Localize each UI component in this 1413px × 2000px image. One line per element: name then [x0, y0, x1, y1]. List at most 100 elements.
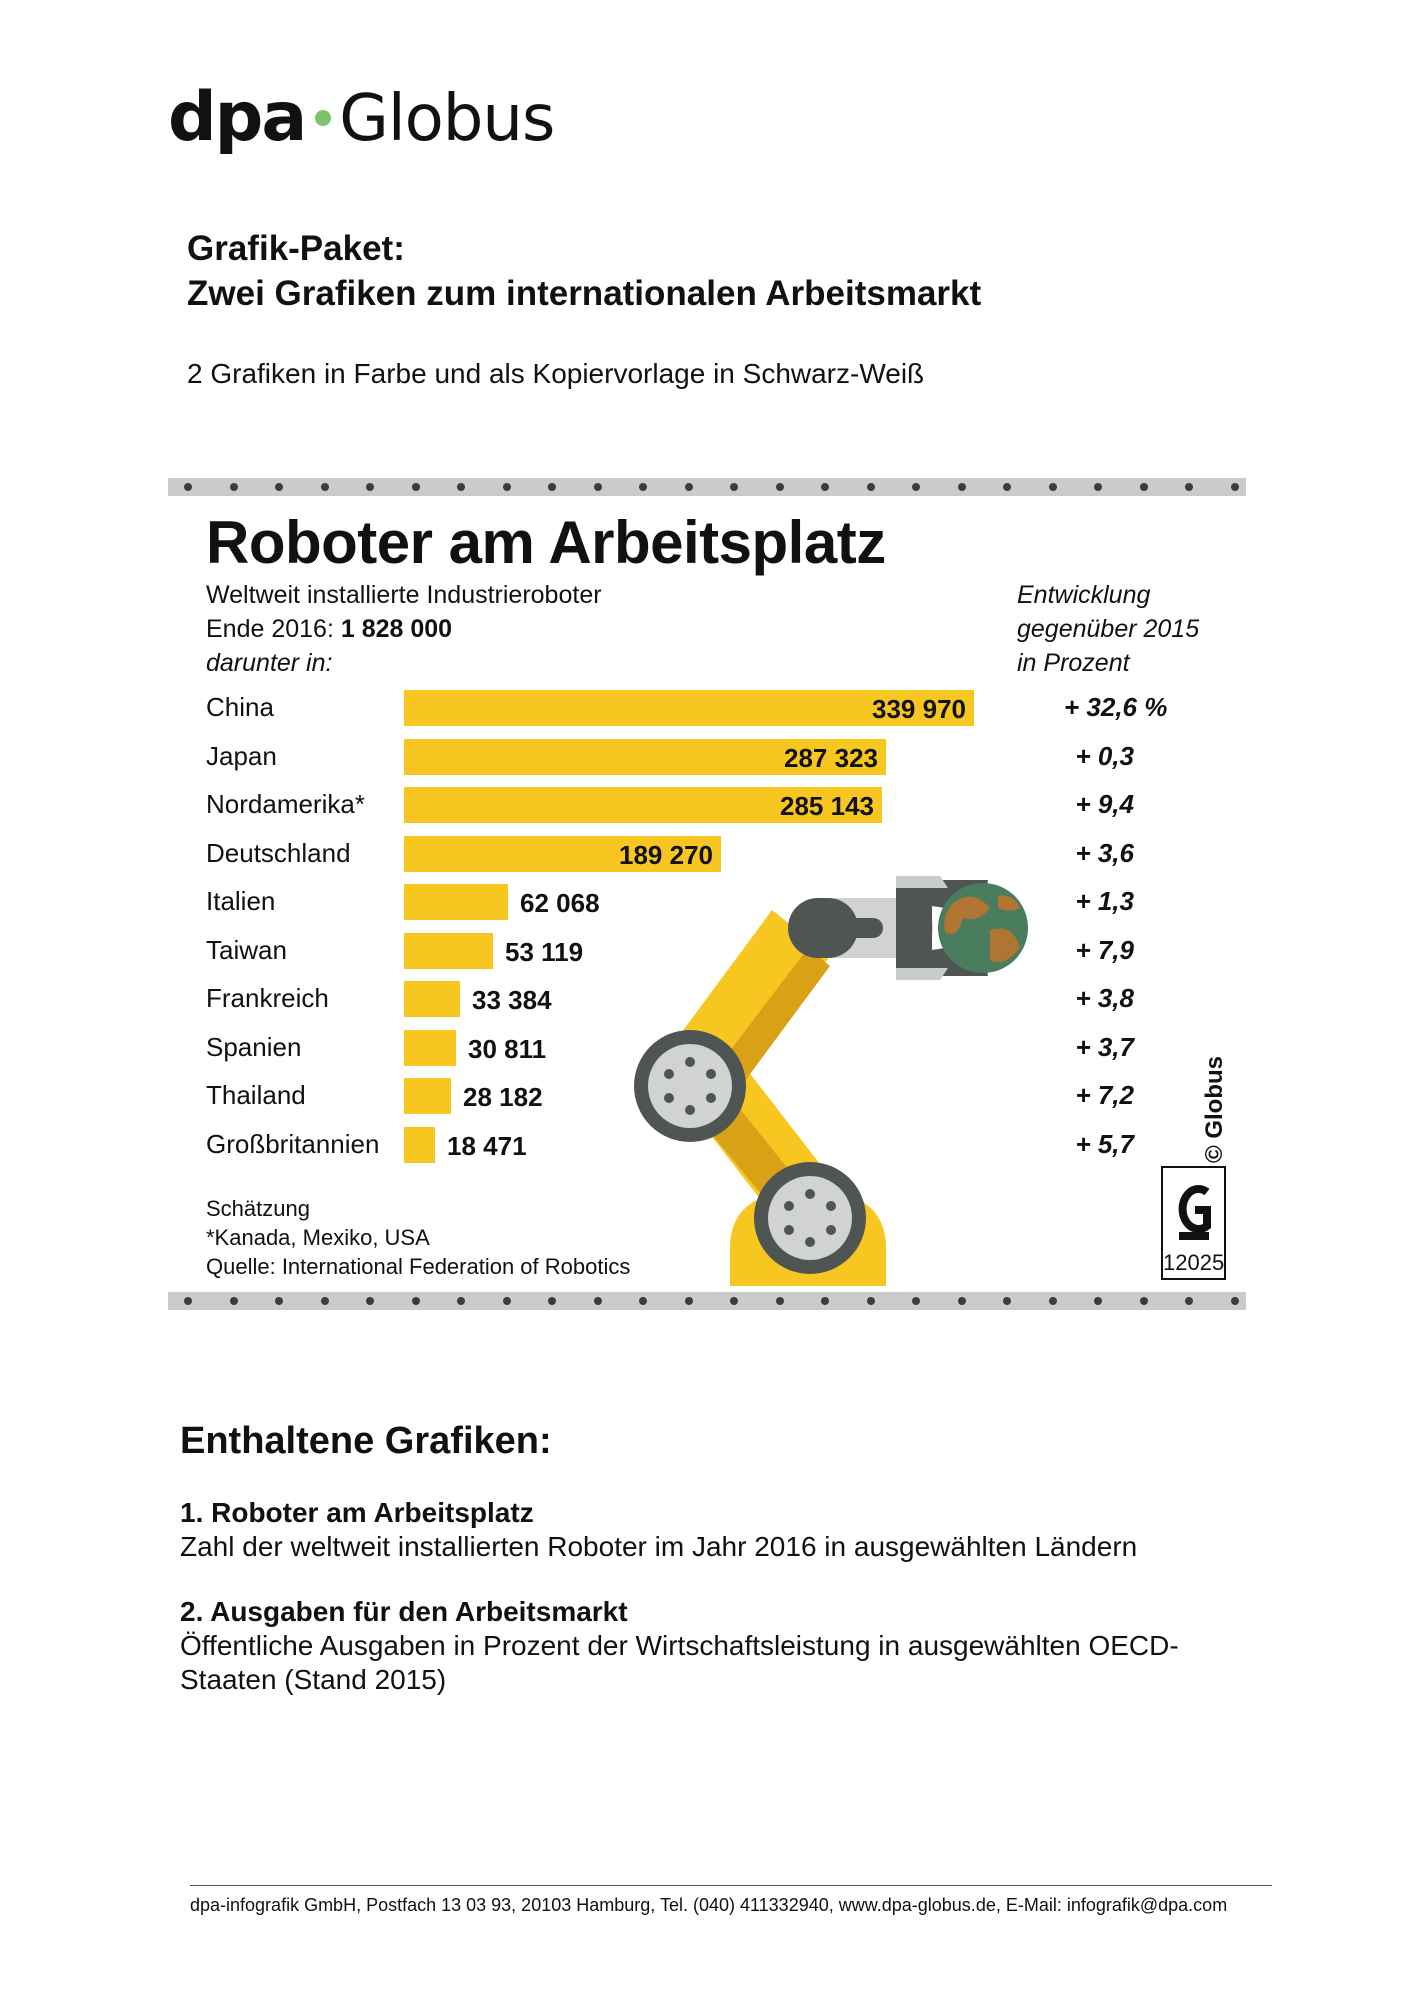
note-source: Quelle: International Federation of Robo… [206, 1254, 631, 1279]
contents-heading: Enthaltene Grafiken: [180, 1420, 552, 1462]
change-value: + 3,8 [1075, 983, 1134, 1013]
rail-dot [1185, 1297, 1193, 1305]
category-label: Großbritannien [206, 1128, 380, 1159]
bar [404, 1029, 456, 1066]
rail-dot [957, 1297, 966, 1305]
bar [404, 932, 493, 969]
graphic-number: 12025 [1163, 1250, 1225, 1275]
category-label: Frankreich [206, 983, 329, 1013]
bar-value-label: 62 068 [520, 888, 600, 918]
rail-dot [502, 483, 511, 491]
package-title-line1: Grafik-Paket: [187, 229, 405, 268]
item2-title: 2. Ausgaben für den Arbeitsmarkt [180, 1596, 628, 1627]
rail-dot [457, 483, 465, 491]
bar [404, 884, 508, 920]
robot-arm-illustration [634, 876, 1028, 1286]
change-header-line1: Entwicklung [1017, 581, 1151, 609]
change-value: + 5,7 [1075, 1128, 1134, 1159]
rail-dot [1048, 483, 1057, 491]
package-title: Grafik-Paket: Zwei Grafiken zum internat… [187, 226, 981, 316]
category-label: Nordamerika* [206, 789, 365, 819]
infographic-roboter: Roboter am Arbeitsplatz Weltweit install… [168, 478, 1246, 1310]
change-header-line3: in Prozent [1017, 649, 1130, 677]
rail-dot [1003, 1297, 1011, 1305]
total-prefix: Ende 2016: [206, 615, 341, 643]
bar-value-label: 287 323 [784, 742, 878, 773]
graphic-title: Roboter am Arbeitsplatz [206, 509, 886, 576]
rail-dot [366, 1297, 374, 1305]
category-label: Thailand [206, 1080, 306, 1110]
copyright-globus: © Globus [1201, 1055, 1228, 1163]
rail-dot [1230, 483, 1239, 491]
package-subtitle: 2 Grafiken in Farbe und als Kopiervorlag… [187, 358, 925, 389]
graphic-subtitle-line1: Weltweit installierte Industrieroboter [206, 581, 602, 609]
bar [404, 787, 882, 823]
rail-dot [320, 1297, 329, 1305]
rail-dot [1139, 483, 1148, 491]
change-value: + 3,6 [1075, 837, 1134, 868]
bar-value-label: 189 270 [619, 839, 713, 870]
rail-dot [1048, 1297, 1057, 1305]
note-footnote: *Kanada, Mexiko, USA [206, 1225, 430, 1250]
globus-g-icon [1178, 1185, 1211, 1240]
bar [404, 738, 886, 775]
item1-title: 1. Roboter am Arbeitsplatz [180, 1497, 534, 1528]
bar-value-label: 33 384 [472, 985, 552, 1015]
change-value: + 9,4 [1075, 789, 1134, 819]
rail-dot [593, 1297, 602, 1305]
rail-dot [411, 483, 420, 491]
logo-dpa-text: dpa [168, 78, 307, 157]
bar [404, 1078, 451, 1114]
rail-dot [866, 1297, 875, 1305]
rail-dot [366, 483, 374, 491]
rail-dot [593, 483, 602, 491]
rail-dot [866, 483, 875, 491]
rail-dot [912, 483, 920, 491]
package-title-line2: Zwei Grafiken zum internationalen Arbeit… [187, 274, 982, 313]
rail-dot [684, 1297, 693, 1305]
rail-dot [184, 483, 192, 491]
graphic-subtitle: Weltweit installierte Industrieroboter E… [206, 578, 602, 680]
rail-dot [1139, 1297, 1148, 1305]
footer-divider [190, 1885, 1272, 1886]
change-value: + 3,7 [1075, 1031, 1134, 1062]
total-value: 1 828 000 [340, 615, 453, 643]
graphic-notes: Schätzung *Kanada, Mexiko, USA Quelle: I… [206, 1194, 630, 1281]
footer-contact: dpa-infografik GmbH, Postfach 13 03 93, … [190, 1895, 1228, 1915]
rail-dot [957, 483, 966, 491]
change-value: + 32,6 % [1064, 692, 1168, 722]
item2-description: Öffentliche Ausgaben in Prozent der Wirt… [180, 1630, 1179, 1695]
graphic-subtitle-line2: Ende 2016: 1 828 000 [206, 612, 602, 646]
rail-dot [502, 1297, 511, 1305]
rail-dot [1230, 1297, 1239, 1305]
rail-dot [730, 1297, 738, 1305]
rail-dot [639, 483, 647, 491]
category-label: Japan [206, 740, 277, 771]
bottom-rail [168, 1292, 1246, 1310]
rail-dot [1094, 1297, 1102, 1305]
bar [404, 690, 974, 726]
category-label: Taiwan [206, 934, 287, 965]
rail-dot [775, 1297, 784, 1305]
rail-dot [730, 483, 738, 491]
rail-dot [684, 483, 693, 491]
change-column-header: Entwicklung gegenüber 2015 in Prozent [1017, 578, 1199, 680]
bar [404, 835, 721, 872]
category-label: Italien [206, 886, 276, 916]
rail-dot [548, 1297, 556, 1305]
bar-value-label: 18 471 [447, 1130, 527, 1161]
rail-dot [821, 483, 829, 491]
bar-value-label: 28 182 [463, 1082, 543, 1112]
rail-dot [320, 483, 329, 491]
rail-dot [275, 483, 283, 491]
rail-dot [775, 483, 784, 491]
rail-dot [1003, 483, 1011, 491]
rail-dot [912, 1297, 920, 1305]
category-label: Deutschland [206, 837, 351, 868]
rail-dot [457, 1297, 465, 1305]
change-value: + 7,9 [1075, 934, 1134, 965]
rail-dot [275, 1297, 283, 1305]
note-estimate: Schätzung [206, 1196, 310, 1221]
change-value: + 0,3 [1075, 740, 1134, 771]
rail-dot [1185, 483, 1193, 491]
